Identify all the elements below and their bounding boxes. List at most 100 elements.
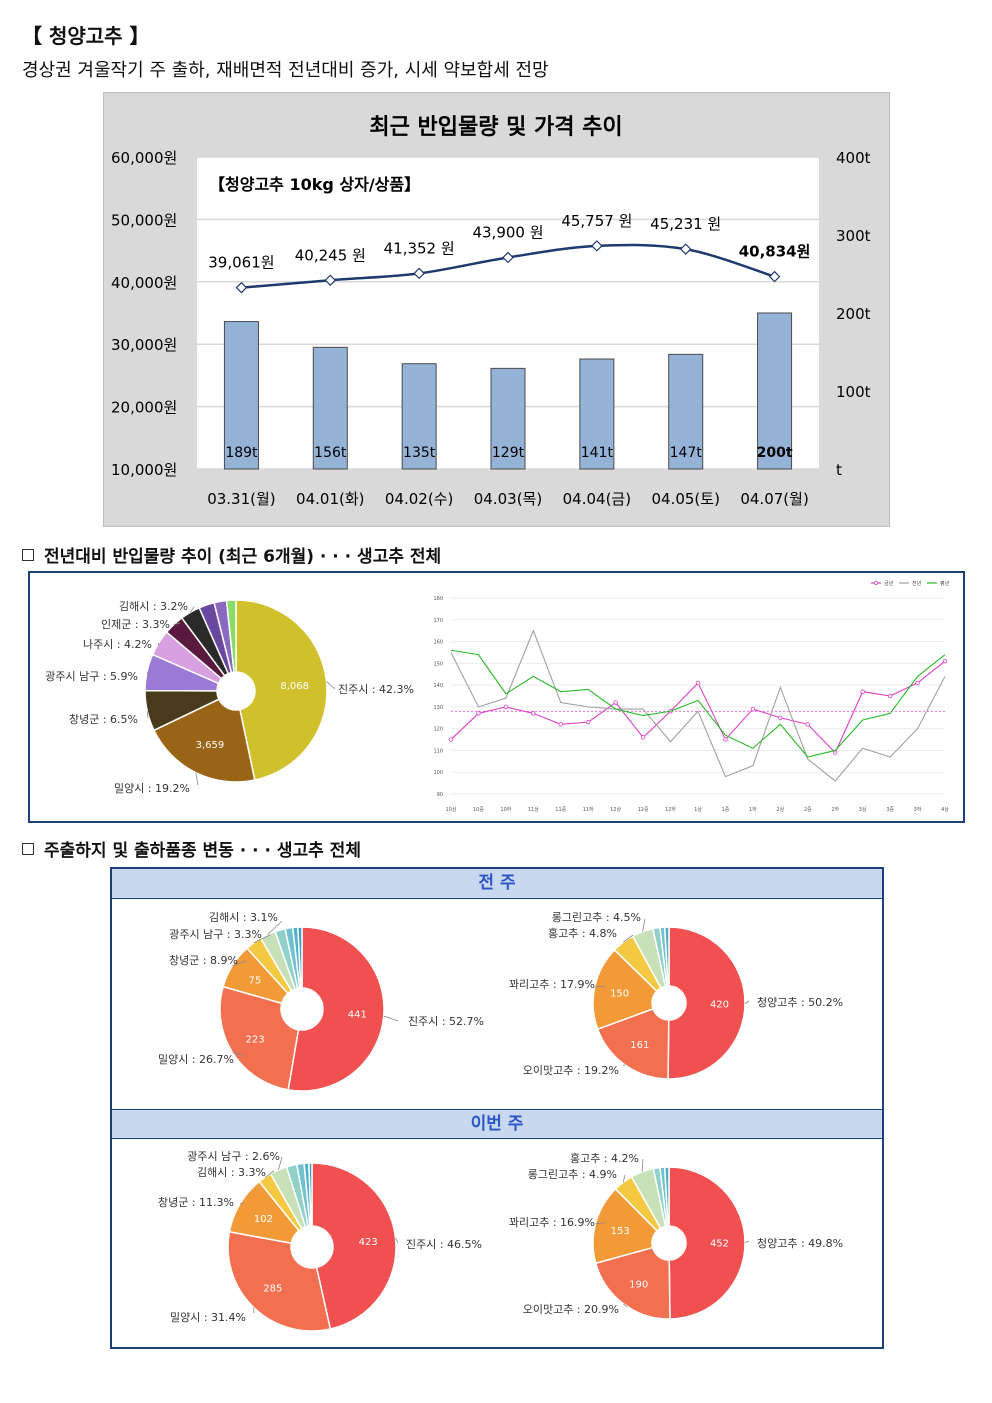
pie-leader-line	[239, 1202, 245, 1205]
volume-data-label: 156t	[314, 445, 347, 461]
legend-marker	[874, 581, 878, 585]
pie-slice	[592, 1187, 659, 1265]
price-point	[324, 274, 337, 287]
legend-entry: 금년	[884, 580, 894, 587]
pie-slice	[663, 1166, 670, 1227]
series-last-year-line	[450, 629, 946, 782]
series-this-year-point	[613, 700, 618, 705]
pie-leader-line	[278, 1156, 283, 1171]
pie-leader-line	[622, 1174, 626, 1183]
pie-category-label: 롱그린고추 : 4.9%	[528, 1168, 617, 1181]
pie-slice	[152, 698, 256, 783]
pie-value-label: 223	[245, 1035, 264, 1046]
pie-slice	[225, 599, 237, 673]
pie-category-label: 김해시 : 3.2%	[119, 599, 188, 613]
y-left-tick-label: 40,000원	[111, 274, 177, 292]
x-tick-label: 11중	[555, 807, 566, 813]
pie-leader-line	[395, 1237, 399, 1244]
x-tick-label: 1중	[722, 807, 730, 813]
pie-category-label: 밀양시 : 19.2%	[114, 782, 190, 795]
volume-data-label: 147t	[670, 445, 703, 461]
price-data-label: 45,231 원	[650, 215, 721, 233]
pie-slice	[219, 985, 300, 1091]
pie-category-label: 홍고추 : 4.2%	[570, 1151, 639, 1165]
this-week-variety-pie: 452 190 153 청양고추 : 49.8% 오이맛고추 : 20.9% 꽈리고추 :…	[509, 1151, 843, 1320]
pie-category-label: 인제군 : 3.3%	[101, 618, 170, 631]
pie-value-label: 441	[348, 1010, 367, 1021]
x-tick-label: 3중	[886, 807, 894, 813]
series-this-year-point	[805, 722, 810, 727]
pie-slice	[297, 926, 303, 989]
pie-leader-line	[267, 920, 283, 935]
pie-category-label: 나주시 : 4.2%	[83, 638, 152, 651]
y-tick-label: 170	[433, 618, 443, 624]
volume-data-label: 129t	[492, 445, 525, 461]
pie-leader-line	[623, 1303, 628, 1308]
series-this-year-point	[695, 680, 701, 686]
x-tick-label: 1상	[694, 806, 702, 813]
chart-title: 최근 반입물량 및 가격 추이	[369, 115, 622, 140]
pie-leader-line	[744, 1000, 750, 1004]
pie-leader-line	[146, 710, 149, 719]
prev-week-region-pie: 441 223 75 진주시 : 52.7% 밀양시 : 26.7% 창녕군 : 8.9%…	[158, 910, 484, 1092]
price-data-label: 43,900 원	[472, 223, 543, 241]
price-point	[502, 251, 514, 264]
x-tick-label: 04.02(수)	[385, 490, 453, 508]
price-data-label: 45,757 원	[561, 212, 632, 230]
prev-week-band: 전 주	[112, 869, 882, 899]
pie-slice	[596, 1007, 670, 1080]
price-data-label: 40,245 원	[295, 246, 366, 264]
pie-leader-line	[189, 606, 195, 613]
series-this-year-point	[723, 737, 728, 742]
legend-entry: 평년	[940, 580, 950, 587]
pie-value-label: 8,068	[280, 681, 309, 692]
yoy-volume-line-chart: 180 170 160 150 140 130 120 110 100 90 10상 10중 10하 11…	[433, 580, 950, 813]
series-this-year-point	[860, 689, 865, 694]
pie-slice	[235, 599, 328, 781]
chart-inner-label: 【청양고추 10kg 상자/상품】	[209, 175, 420, 194]
x-tick-label: 04.07(월)	[740, 490, 808, 508]
series-this-year-point	[558, 722, 563, 727]
pie-category-label: 진주시 : 52.7%	[408, 1015, 484, 1028]
pie-category-label: 창녕군 : 6.5%	[69, 713, 138, 726]
price-point	[591, 240, 603, 252]
pie-category-label: 오이맛고추 : 20.9%	[523, 1303, 619, 1316]
y-tick-label: 150	[433, 661, 443, 667]
pie-leader-line	[195, 772, 199, 786]
x-tick-label: 11상	[528, 806, 539, 813]
volume-panel: 8,068 3,659 진주시 : 42.3% 밀양시 : 19.2% 창녕군 : 6.…	[28, 571, 965, 823]
pie-slice	[287, 926, 385, 1092]
y-tick-label: 140	[433, 683, 443, 689]
pie-category-label: 김해시 : 3.3%	[197, 1165, 266, 1179]
legend-entry: 전년	[912, 580, 922, 587]
y-tick-label: 100	[433, 770, 443, 776]
volume-bar	[579, 358, 615, 470]
pie-category-label: 진주시 : 46.5%	[406, 1238, 482, 1251]
volume-bar	[401, 363, 437, 470]
page-title: 【 청양고추 】	[22, 24, 150, 48]
volume-data-label: 141t	[581, 445, 614, 461]
y-tick-label: 120	[433, 727, 443, 733]
x-tick-label: 2하	[831, 806, 839, 813]
pie-value-label: 150	[610, 988, 629, 999]
pie-category-label: 광주시 남구 : 3.3%	[169, 928, 262, 941]
page-subtitle: 경상권 겨울작기 주 출하, 재배면적 전년대비 증가, 시세 약보합세 전망	[22, 60, 549, 81]
series-average-line	[450, 649, 946, 758]
x-tick-label: 04.05(토)	[651, 490, 719, 508]
x-tick-label: 10상	[446, 806, 457, 813]
price-data-label: 40,834원	[739, 243, 811, 261]
pie-slice	[668, 1166, 746, 1320]
pie-value-label: 153	[611, 1226, 630, 1237]
pie-category-label: 홍고추 : 4.8%	[548, 926, 617, 940]
pie-slice	[667, 926, 746, 1080]
pie-leader-line	[383, 1015, 399, 1022]
x-tick-label: 10하	[500, 806, 511, 813]
x-tick-label: 03.31(월)	[207, 490, 275, 508]
section-heading-volume: 전년대비 반입물량 추이 (최근 6개월) · · · 생고추 전체	[22, 542, 441, 567]
pie-category-label: 롱그린고추 : 4.5%	[552, 911, 641, 924]
pie-category-label: 광주시 남구 : 2.6%	[187, 1150, 280, 1163]
price-volume-chart: 최근 반입물량 및 가격 추이 【청양고추 10kg 상자/상품】 60,000…	[103, 92, 890, 527]
pie-leader-line	[642, 918, 646, 932]
series-this-year-point	[531, 711, 536, 716]
pie-category-label: 창녕군 : 11.3%	[158, 1196, 234, 1209]
